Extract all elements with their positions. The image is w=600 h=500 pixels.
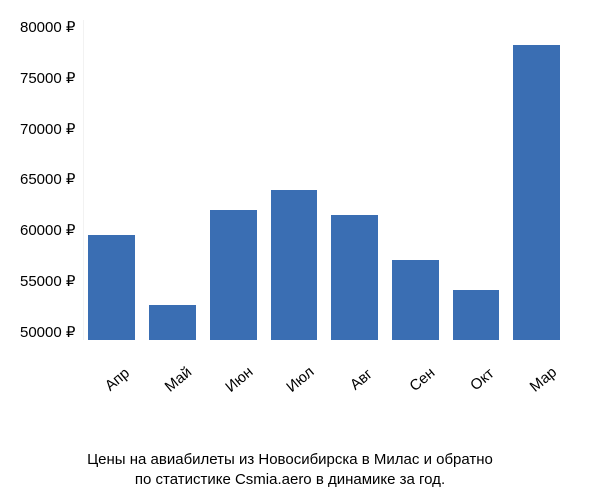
y-tick-label: 80000 ₽: [20, 20, 75, 35]
caption-line-1: Цены на авиабилеты из Новосибирска в Мил…: [87, 451, 493, 468]
bar-plot: [83, 20, 560, 340]
x-tick-label: Сен: [399, 358, 446, 401]
bar: [149, 305, 196, 340]
y-tick-label: 75000 ₽: [20, 71, 75, 86]
bar: [88, 235, 135, 340]
plot-container: АпрМайИюнИюлАвгСенОктМар: [83, 20, 560, 410]
y-tick-label: 55000 ₽: [20, 274, 75, 289]
chart-caption: Цены на авиабилеты из Новосибирска в Мил…: [20, 450, 560, 491]
x-axis: АпрМайИюнИюлАвгСенОктМар: [83, 352, 560, 369]
x-tick-label: Май: [155, 358, 202, 401]
bar: [392, 260, 439, 340]
y-tick-label: 70000 ₽: [20, 122, 75, 137]
y-tick-label: 50000 ₽: [20, 325, 75, 340]
x-tick-label: Апр: [94, 358, 141, 401]
x-tick-label: Июл: [277, 358, 324, 401]
x-tick-label: Мар: [520, 358, 567, 401]
bar: [331, 215, 378, 340]
chart-area: 80000 ₽ 75000 ₽ 70000 ₽ 65000 ₽ 60000 ₽ 55000…: [20, 20, 560, 410]
x-tick-label: Авг: [338, 358, 385, 401]
bar: [210, 210, 257, 340]
y-tick-label: 65000 ₽: [20, 172, 75, 187]
bar: [513, 45, 560, 340]
y-axis: 80000 ₽ 75000 ₽ 70000 ₽ 65000 ₽ 60000 ₽ 55000…: [20, 20, 83, 340]
x-tick-label: Окт: [459, 358, 506, 401]
bar: [453, 290, 500, 340]
bar: [271, 190, 318, 340]
x-tick-label: Июн: [216, 358, 263, 401]
caption-line-2: по статистике Csmia.aero в динамике за г…: [135, 471, 445, 488]
y-tick-label: 60000 ₽: [20, 223, 75, 238]
